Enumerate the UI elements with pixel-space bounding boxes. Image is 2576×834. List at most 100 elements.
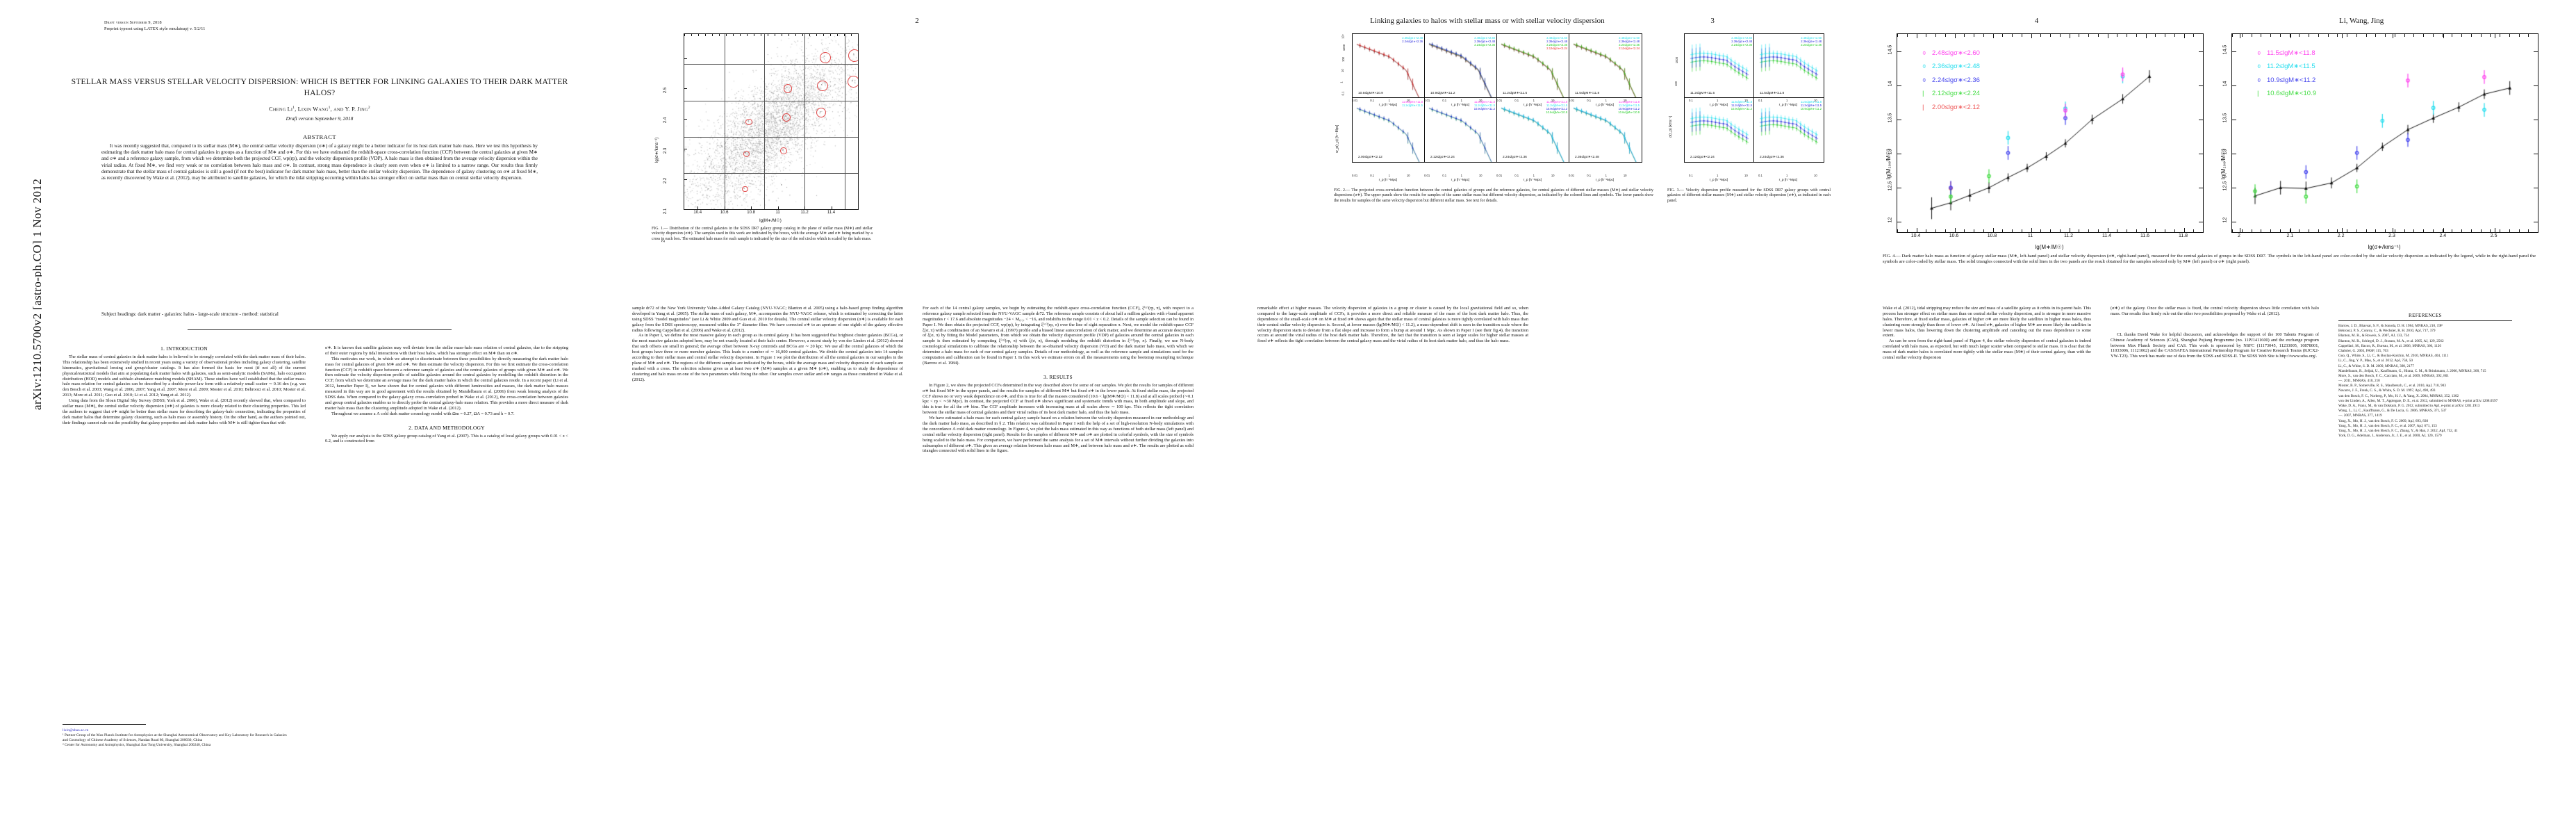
figure-4-right-y-tick-label: 12 xyxy=(2222,217,2228,223)
figure-3-x-tick-label: 1 xyxy=(1786,174,1788,177)
figure-4-left-y-tick-label: 14 xyxy=(1888,81,1893,87)
figure-2-legend: 11.5≤lgM∗<11.8 11.2≤lgM∗<11.5 10.9≤lgM∗<11… xyxy=(1546,100,1567,114)
figure-3-y-axis-label: σ(r_p) [kms⁻¹] xyxy=(1669,115,1673,138)
draft-version-block: Draft version September 9, 2018 Preprint… xyxy=(104,19,205,33)
paragraph: We apply our analysis to the SDSS galaxy… xyxy=(325,433,568,444)
reference-item: Barrow, J. D., Bhavsar, S. P., & Sonoda,… xyxy=(2338,324,2443,328)
figure-4-legend-entry: ⌽ 2.24≤lgσ∗<2.36 xyxy=(1922,74,1980,87)
figure-3-x-tick-label: 10 xyxy=(1814,99,1817,102)
figure-3-x-tick-label: 0.1 xyxy=(1758,99,1762,102)
reference-item: Chabrier, G. 2003, PASP, 115, 763 xyxy=(2338,348,2388,353)
section-heading-results: 3. RESULTS xyxy=(1043,373,1073,380)
page4-columns: Wake et al. (2012), tidal stripping may … xyxy=(1883,306,2536,439)
figure-1-caption-text: Distribution of the central galaxies in … xyxy=(652,227,873,241)
figure-4-right-x-tick-label: 2.4 xyxy=(2439,234,2447,238)
figure-2-legend-entry: 2.12≤lgσ∗<2.24 xyxy=(1546,46,1567,50)
figure-2-panel: 2.36≤lgσ∗<2.48 2.24≤lgσ∗<2.36 10.6≤lgM∗<10… xyxy=(1352,33,1426,99)
reference-item: Behroozi, P. S., Conroy, C., & Wechsler,… xyxy=(2338,329,2436,334)
figure-4-minor-tick xyxy=(1945,34,1946,37)
figure-2-legend: 2.48≤lgσ∗<2.60 2.36≤lgσ∗<2.48 2.24≤lgσ∗<2.… xyxy=(1619,36,1640,50)
reference-item: Blanton, M. R., & Roweis, S. 2007, AJ, 1… xyxy=(2338,334,2409,338)
figure-1-sample-mean-cross: × xyxy=(852,52,854,56)
figure-4-minor-tick xyxy=(2366,229,2367,232)
figure-1-halo-mass-circle xyxy=(819,51,831,63)
figure-2-x-axis-cell: 0.01 0.1 1 10 r_p [h⁻¹Mpc] xyxy=(1424,99,1496,108)
figure-2-x-axis-cell: 0.01 0.1 1 10 r_p [h⁻¹Mpc] xyxy=(1352,174,1424,183)
figure-2-x-tick-label: 10 xyxy=(1406,99,1410,102)
figure-4-minor-tick xyxy=(2470,34,2472,37)
figure-3-panel: 11.5≤lgM∗<11.8 11.2≤lgM∗<11.5 10.9≤lgM∗<11… xyxy=(1684,97,1755,163)
figure-2-legend: 11.5≤lgM∗<11.8 11.2≤lgM∗<11.5 10.9≤lgM∗<11… xyxy=(1474,100,1495,111)
figure-2-x-axis-label: r_p [h⁻¹Mpc] xyxy=(1378,104,1398,107)
figure-4-minor-tick xyxy=(1964,229,1965,232)
figure-2-legend: 2.48≤lgσ∗<2.60 2.36≤lgσ∗<2.48 2.24≤lgσ∗<2.… xyxy=(1474,36,1495,47)
figure-3-legend-entry: 11.2≤lgM∗<11.5 xyxy=(1801,103,1822,107)
figure-3-x-axis-cell: 0.1 1 10 r_p [h⁻¹Mpc] xyxy=(1684,174,1753,183)
figure-2-legend-entry: 11.2≤lgM∗<11.5 xyxy=(1402,103,1423,107)
figure-3-legend-entry: 11.5≤lgM∗<11.8 xyxy=(1801,100,1822,104)
figure-2-x-tick-label: 1 xyxy=(1533,99,1535,102)
figure-4-left-x-tick-label: 11.8 xyxy=(2178,234,2188,238)
figure-4-x-tick xyxy=(2290,34,2292,38)
figure-3-legend-entry: 11.2≤lgM∗<11.5 xyxy=(1731,103,1752,107)
figure-4-left: lg(M₂₀₀/M☉) 12 12.5 13 13.5 14 14.5 ⌽ 2.48≤lgσ… xyxy=(1883,33,2204,250)
figure-4-minor-tick xyxy=(2012,229,2013,232)
abstract-text: It was recently suggested that, compared… xyxy=(101,143,538,181)
footnote-email[interactable]: lixin@shao.ac.cn xyxy=(63,728,89,733)
figure-4-left-x-ticks: 10.4 10.6 10.8 11 11.2 11.4 11.6 11.8 xyxy=(1897,233,2202,241)
figure-4-minor-tick xyxy=(2097,34,2099,37)
figure-4-left-y-tick-label: 12 xyxy=(1888,217,1893,223)
figure-4-left-canvas xyxy=(1897,34,2203,232)
figure-1-halo-mass-circle xyxy=(745,118,753,126)
figure-4-legend-label: 11.2≤lgM∗<11.5 xyxy=(2267,63,2315,71)
figure-1-x-tick-label: 10.4 xyxy=(693,211,702,215)
figure-4-left-x-tick-label: 10.4 xyxy=(1910,234,1921,238)
figure-4-left-x-tick-label: 10.6 xyxy=(1949,234,1959,238)
figure-4-right-x-tick-label: 2 xyxy=(2238,234,2240,238)
figure-3-x-axis-label: r_p [h⁻¹Mpc] xyxy=(1778,104,1798,107)
figure-4-minor-tick xyxy=(2432,34,2434,37)
reference-list: Barrow, J. D., Bhavsar, S. P., & Sonoda,… xyxy=(2338,324,2512,438)
figure-4-panels: lg(M₂₀₀/M☉) 12 12.5 13 13.5 14 14.5 ⌽ 2.48≤lgσ… xyxy=(1883,33,2538,250)
figure-1-y-tick-label: 2.3 xyxy=(663,147,668,154)
figure-3-legend-entry: 2.48≤lgσ∗<2.60 xyxy=(1731,36,1752,40)
figure-2-x-tick-label: 1 xyxy=(1605,174,1607,177)
figure-4-minor-tick xyxy=(2470,229,2472,232)
figure-4-legend-entry: ⌽ 2.36≤lgσ∗<2.48 xyxy=(1922,60,1980,73)
figure-1-x-tick-label: 10.6 xyxy=(720,211,729,215)
figure-4-minor-tick xyxy=(2193,229,2195,232)
reference-item: York, D. G., Adelman, J., Anderson, Jr.,… xyxy=(2338,434,2442,439)
figure-3-panel: 2.48≤lgσ∗<2.60 2.36≤lgσ∗<2.48 2.24≤lgσ∗<2.… xyxy=(1684,33,1755,99)
figure-4-minor-tick xyxy=(2040,229,2042,232)
figure-2-x-axis-cell: 0.01 0.1 1 10 r_p [h⁻¹Mpc] xyxy=(1352,99,1424,108)
running-head-page2: 2 xyxy=(611,17,1223,25)
figure-4-minor-tick xyxy=(1983,229,1984,232)
figure-1-halo-mass-circle xyxy=(848,49,858,62)
figure-4-legend-label: 2.24≤lgσ∗<2.36 xyxy=(1932,76,1980,84)
figure-3-y-tick-label: 100 xyxy=(1674,81,1678,86)
page-4: 4 Li, Wang, Jing lg(M₂₀₀/M☉) 12 12.5 13 13.… xyxy=(1862,0,2557,834)
figure-4-minor-tick xyxy=(2097,229,2099,232)
figure-3-legend-entry: 2.24≤lgσ∗<2.36 xyxy=(1801,42,1822,47)
running-head-text: Li, Wang, Jing xyxy=(2338,17,2384,25)
figure-4-minor-tick xyxy=(2356,229,2357,232)
figure-2-panel-grid: 2.36≤lgσ∗<2.48 2.24≤lgσ∗<2.36 10.6≤lgM∗<10… xyxy=(1352,33,1653,163)
reference-item: Mandelbaum, R., Seljak, U., Kauffmann, G… xyxy=(2338,368,2486,373)
figure-4-minor-tick xyxy=(2356,34,2357,37)
figure-2-y-tick-label: 10⁴ xyxy=(1341,34,1345,39)
section-heading-references: REFERENCES xyxy=(2409,313,2442,318)
figure-2-legend-entry: 11.2≤lgM∗<11.5 xyxy=(1546,103,1567,107)
figure-2-y-tick-label: 1000 xyxy=(1342,44,1346,51)
figure-4-y-tick xyxy=(2232,85,2236,86)
figure-2-x-tick-label: 0.01 xyxy=(1352,174,1358,177)
figure-1-x-ticks: 10.4 10.6 10.8 11 11.2 11.4 xyxy=(684,210,873,218)
figure-2-panel: 11.5≤lgM∗<11.8 11.2≤lgM∗<11.5 2.00≤lgσ∗<2.… xyxy=(1352,97,1426,163)
figure-2-x-tick-label: 0.1 xyxy=(1370,99,1375,102)
figure-2-legend-entry: 10.6≤lgM∗<10.9 xyxy=(1546,110,1567,114)
figure-2-x-tick-label: 1 xyxy=(1388,99,1390,102)
page-1: Draft version September 9, 2018 Preprint… xyxy=(42,0,597,834)
footnote-affiliation-1: ¹ Partner Group of the Max Planck Instit… xyxy=(63,733,287,743)
figure-4-legend-label: 2.36≤lgσ∗<2.48 xyxy=(1932,63,1980,71)
figure-2-x-axis-label: r_p [h⁻¹Mpc] xyxy=(1451,104,1470,107)
figure-1-y-tick-label: 2.4 xyxy=(663,117,668,124)
